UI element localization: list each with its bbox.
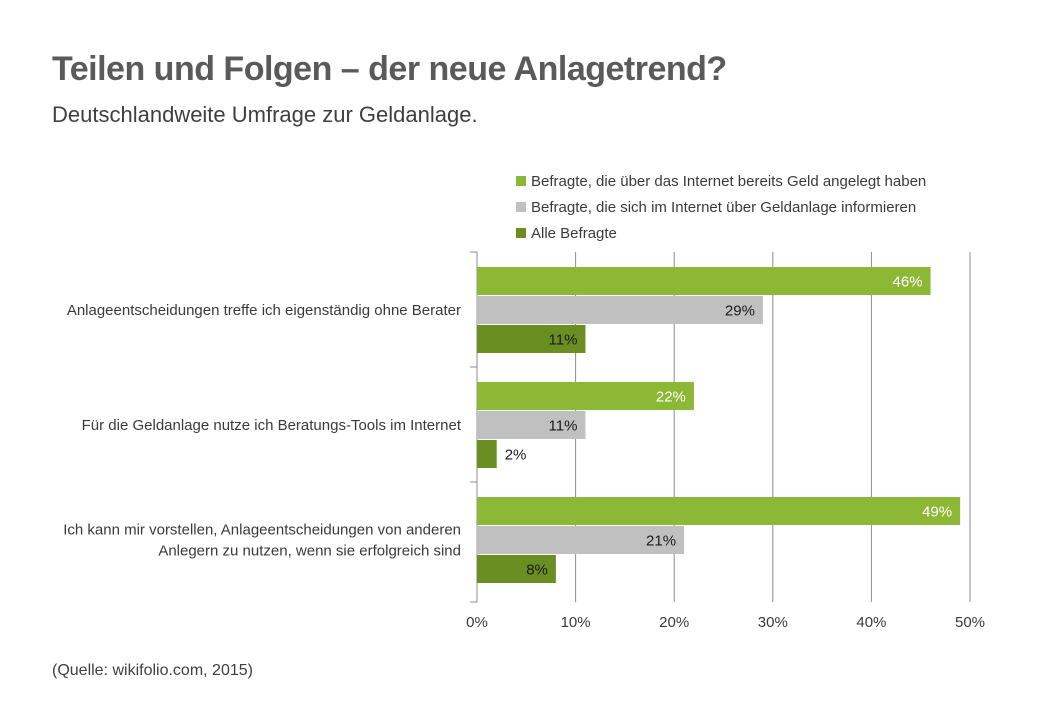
bar: [477, 555, 556, 583]
category-label: Für die Geldanlage nutze ich Beratungs-T…: [82, 417, 462, 434]
data-label: 49%: [922, 504, 952, 521]
bar: [477, 296, 763, 324]
bar: [477, 440, 497, 468]
category-label: Anlegern zu nutzen, wenn sie erfolgreich…: [158, 543, 461, 560]
data-label: 11%: [549, 418, 578, 435]
bar: [477, 526, 685, 554]
category-label: Anlageentscheidungen treffe ich eigenstä…: [67, 302, 461, 319]
bar: [477, 267, 931, 295]
data-label: 22%: [656, 389, 686, 406]
x-tick-label: 50%: [955, 614, 985, 631]
legend-label: Befragte, die sich im Internet über Geld…: [531, 199, 916, 216]
x-tick-label: 40%: [856, 614, 886, 631]
data-label: 8%: [526, 562, 548, 579]
data-label: 21%: [646, 533, 676, 550]
x-tick-label: 20%: [659, 614, 689, 631]
data-label: 46%: [893, 274, 923, 291]
bar: [477, 411, 586, 439]
source-note: (Quelle: wikifolio.com, 2015): [52, 662, 253, 679]
legend-swatch: [516, 176, 526, 186]
legend-swatch: [516, 228, 526, 238]
bar: [477, 497, 961, 525]
legend-label: Befragte, die über das Internet bereits …: [531, 173, 926, 190]
legend-label: Alle Befragte: [531, 225, 617, 242]
category-label: Ich kann mir vorstellen, Anlageentscheid…: [63, 522, 461, 539]
x-tick-label: 0%: [466, 614, 488, 631]
bar: [477, 325, 586, 353]
chart-title: Teilen und Folgen – der neue Anlagetrend…: [52, 50, 727, 88]
data-label: 11%: [549, 332, 578, 349]
data-label: 29%: [725, 303, 755, 320]
x-tick-label: 30%: [758, 614, 788, 631]
bar: [477, 382, 694, 410]
chart-subtitle: Deutschlandweite Umfrage zur Geldanlage.: [52, 102, 478, 127]
data-label: 2%: [505, 447, 527, 464]
legend-swatch: [516, 202, 526, 212]
x-tick-label: 10%: [561, 614, 591, 631]
